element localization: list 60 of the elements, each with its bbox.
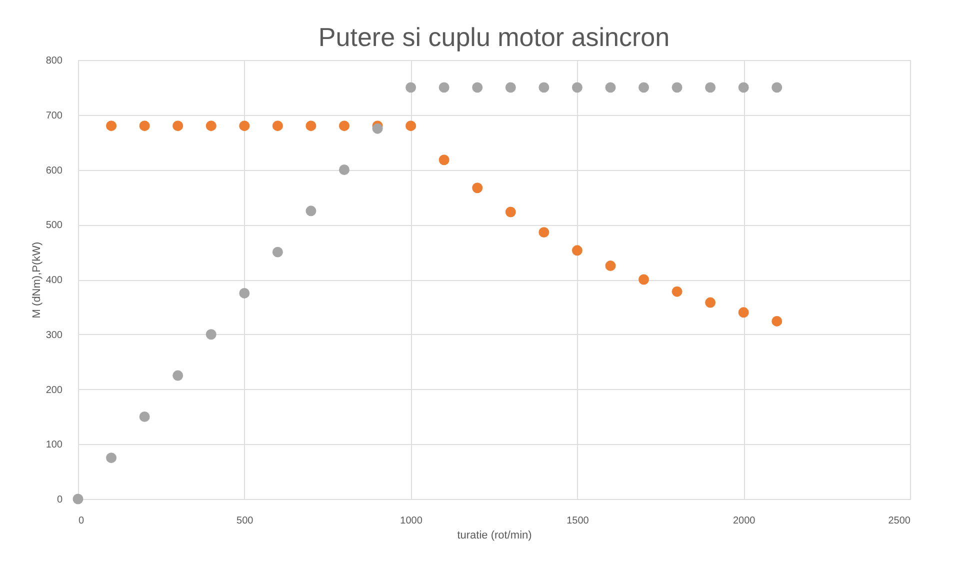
point [672,82,682,93]
y-tick-label: 600 [46,165,63,176]
x-tick-label: 2500 [888,516,911,526]
point [738,82,749,93]
point [705,297,716,308]
point [672,286,682,297]
point [605,82,616,93]
point [705,82,716,93]
point [572,245,582,256]
point [338,164,350,175]
point [306,120,316,132]
point [406,82,416,93]
x-tick-label: 1000 [400,516,423,526]
y-tick-label: 700 [46,110,63,122]
point [472,82,483,93]
point [538,82,550,93]
y-tick-label: 200 [46,384,63,396]
point [505,82,516,93]
point [438,82,450,93]
point [372,123,383,134]
point [538,227,550,238]
point [638,274,650,285]
point [72,494,84,504]
point [139,120,150,132]
chart-title: Putere si cuplu motor asincron [318,22,670,52]
point [106,120,117,132]
y-tick-label: 500 [46,220,63,232]
x-tick-label: 500 [236,516,254,526]
point [206,329,216,340]
point [106,452,117,464]
x-tick-label: 0 [78,516,84,526]
point [272,246,283,258]
point [172,370,184,381]
x-tick-label: 2000 [732,516,756,526]
point [139,411,150,422]
point [772,82,782,93]
point [239,120,250,132]
point [738,307,749,318]
point [172,120,184,132]
point [438,154,450,166]
point [505,206,516,218]
y-tick-label: 300 [46,330,63,341]
point [306,206,316,216]
point [272,120,283,132]
y-tick-label: 100 [46,440,63,451]
point [605,260,616,272]
point [239,288,250,298]
y-tick-label: 0 [56,494,63,506]
y-tick-label: 400 [46,275,63,286]
point [406,120,416,132]
point [638,82,650,93]
y-tick-label: 800 [46,56,63,66]
x-tick-label: 1500 [566,516,590,526]
point [772,316,782,326]
y-axis-title: M (dNm),P(kW) [30,242,43,318]
point [206,120,216,132]
point [572,82,582,93]
point [338,120,350,132]
x-axis-title: turatie (rot/min) [457,530,532,542]
point [472,182,483,194]
